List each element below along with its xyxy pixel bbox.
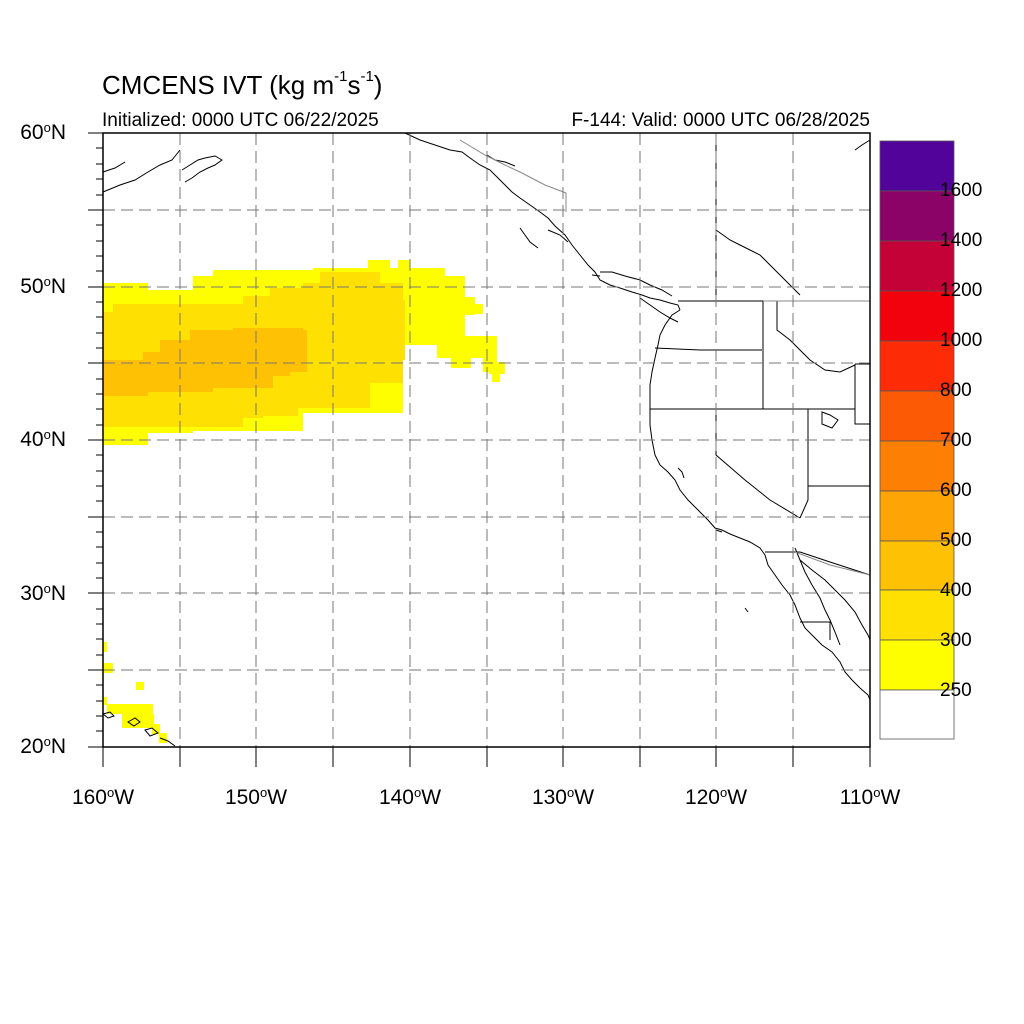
initialized-time: Initialized: 0000 UTC 06/22/2025 — [102, 110, 379, 131]
colorbar-box-700 — [879, 390, 955, 442]
lon-label-140w: 140oW — [378, 785, 442, 809]
colorbar-box-400 — [879, 540, 955, 591]
lat-label-40n: 40oN — [20, 427, 66, 451]
colorbar-box-300 — [879, 589, 955, 641]
colorbar-label-300: 300 — [940, 630, 972, 651]
lat-label-30n: 30oN — [20, 581, 66, 605]
colorbar-box-500 — [879, 490, 955, 542]
lon-label-120w: 120oW — [684, 785, 748, 809]
valid-time: F-144: Valid: 0000 UTC 06/28/2025 — [571, 110, 870, 131]
colorbar-box-1000 — [879, 290, 955, 342]
colorbar-label-1400: 1400 — [940, 230, 983, 251]
coastlines — [101, 132, 871, 747]
lat-label-60n: 60oN — [20, 120, 66, 144]
political-borders — [650, 133, 871, 640]
ivt-shading — [103, 260, 505, 743]
lon-label-150w: 150oW — [224, 785, 288, 809]
chart-title: CMCENS IVT (kg m-1s-1) — [102, 68, 383, 100]
colorbar-box-1600+ — [879, 140, 955, 192]
colorbar-label-1600: 1600 — [940, 180, 983, 201]
colorbar-label-400: 400 — [940, 580, 972, 601]
tick-marks — [88, 132, 871, 767]
graticule — [103, 133, 870, 747]
colorbar-label-600: 600 — [940, 480, 972, 501]
colorbar-label-500: 500 — [940, 530, 972, 551]
lat-label-50n: 50oN — [20, 274, 66, 298]
colorbar-label-250: 250 — [940, 680, 972, 701]
lon-label-110w: 110oW — [839, 785, 901, 809]
colorbar-label-1000: 1000 — [940, 330, 983, 351]
colorbar-box-800 — [879, 340, 955, 392]
colorbar-label-800: 800 — [940, 380, 972, 401]
colorbar-box-1200 — [879, 240, 955, 292]
colorbar — [879, 140, 955, 740]
colorbar-box-below — [879, 689, 955, 740]
colorbar-box-250 — [879, 639, 955, 691]
lon-label-160w: 160oW — [71, 785, 135, 809]
colorbar-box-1400 — [879, 190, 955, 242]
colorbar-label-700: 700 — [940, 430, 972, 451]
colorbar-label-1200: 1200 — [940, 280, 983, 301]
lon-label-130w: 130oW — [531, 785, 595, 809]
lat-label-20n: 20oN — [20, 734, 66, 758]
